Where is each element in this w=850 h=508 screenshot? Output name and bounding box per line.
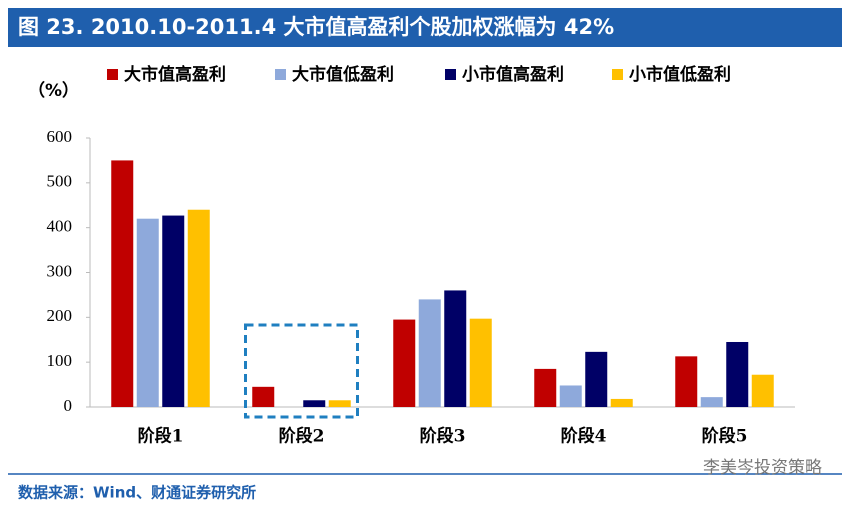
x-tick-label: 阶段5 — [702, 426, 748, 447]
chart-title: 图 23. 2010.10-2011.4 大市值高盈利个股加权涨幅为 42% — [18, 15, 614, 39]
bar — [726, 341, 749, 407]
bar — [751, 374, 774, 407]
bar — [534, 368, 557, 407]
bar — [585, 351, 608, 407]
legend-label: 小市值高盈利 — [462, 64, 564, 85]
bar — [610, 398, 633, 407]
y-tick-label: 300 — [47, 261, 73, 280]
bar — [675, 356, 698, 407]
title-bar — [8, 8, 842, 47]
bar — [252, 386, 275, 407]
highlight-box — [244, 323, 359, 419]
bar — [303, 400, 326, 407]
x-tick-label: 阶段3 — [420, 426, 466, 447]
legend-swatch — [445, 69, 456, 80]
y-tick-label: 0 — [64, 396, 73, 415]
y-axis-label: （%） — [28, 80, 79, 101]
bar — [328, 400, 351, 407]
bar — [187, 209, 210, 407]
x-tick-label: 阶段4 — [561, 426, 607, 447]
y-tick-label: 400 — [47, 217, 73, 236]
legend-swatch — [107, 69, 118, 80]
bar — [469, 318, 492, 407]
bar — [700, 397, 723, 407]
legend-label: 大市值低盈利 — [292, 64, 394, 85]
y-tick-label: 500 — [47, 172, 73, 191]
legend-label: 大市值高盈利 — [124, 64, 226, 85]
legend-swatch — [275, 69, 286, 80]
x-tick-label: 阶段2 — [279, 426, 325, 447]
y-tick-label: 600 — [47, 127, 73, 146]
bar — [111, 160, 134, 407]
watermark: 李美岑投资策略 — [703, 458, 822, 478]
bar — [393, 319, 416, 407]
legend-swatch — [612, 69, 623, 80]
bar — [162, 215, 185, 407]
legend-label: 小市值低盈利 — [629, 64, 731, 85]
bar — [136, 218, 159, 407]
bar — [444, 290, 467, 407]
bar — [418, 299, 441, 407]
x-tick-label: 阶段1 — [138, 426, 184, 447]
source: 数据来源：Wind、财通证券研究所 — [18, 484, 256, 502]
bar — [559, 385, 582, 407]
y-tick-label: 200 — [47, 306, 73, 325]
y-tick-label: 100 — [47, 351, 73, 370]
